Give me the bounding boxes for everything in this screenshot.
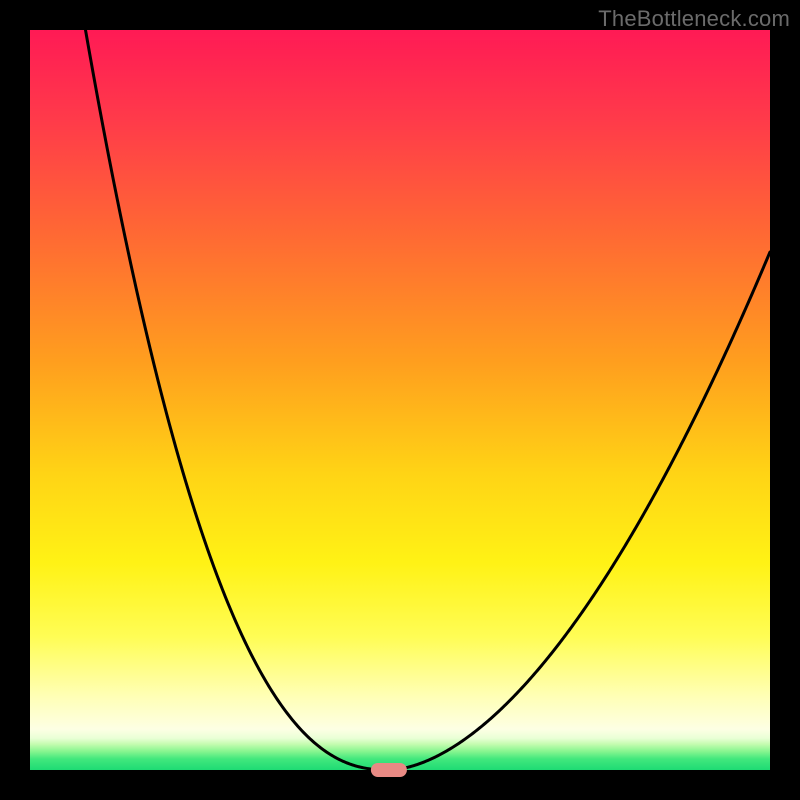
chart-stage: TheBottleneck.com	[0, 0, 800, 800]
gradient-background	[30, 30, 770, 770]
watermark-text: TheBottleneck.com	[598, 6, 790, 32]
bottleneck-plot	[0, 0, 800, 800]
optimum-marker	[371, 763, 407, 777]
